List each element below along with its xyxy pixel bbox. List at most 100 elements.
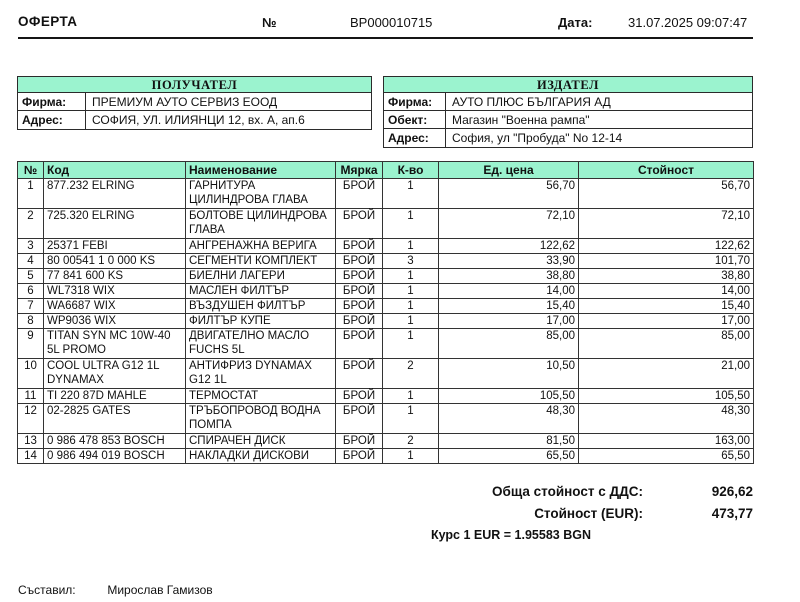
issuer-address-label: Адрес: — [384, 129, 446, 147]
cell-total: 21,00 — [578, 358, 754, 389]
cell-price: 33,90 — [438, 253, 579, 269]
cell-total: 14,00 — [578, 283, 754, 299]
recipient-company-row: Фирма: ПРЕМИУМ АУТО СЕРВИЗ ЕООД — [18, 93, 371, 111]
cell-no: 14 — [17, 448, 44, 464]
document-date-value: 31.07.2025 09:07:47 — [628, 15, 748, 30]
issuer-site-label: Обект: — [384, 111, 446, 128]
issuer-box: ИЗДАТЕЛ Фирма: АУТО ПЛЮС БЪЛГАРИЯ АД Обе… — [383, 76, 753, 148]
cell-total: 38,80 — [578, 268, 754, 284]
cell-unit: БРОЙ — [335, 448, 383, 464]
cell-name: АНГРЕНАЖНА ВЕРИГА — [185, 238, 336, 254]
cell-no: 8 — [17, 313, 44, 329]
items-table-body: 1 877.232 ELRING ГАРНИТУРА ЦИЛИНДРОВА ГЛАВ… — [17, 178, 754, 464]
cell-price: 15,40 — [438, 298, 579, 314]
cell-price: 48,30 — [438, 403, 579, 434]
cell-qty: 1 — [382, 448, 439, 464]
table-row: 8 WP9036 WIX ФИЛТЪР КУПЕ БРОЙ 1 17,00 17,00 — [17, 313, 754, 329]
cell-no: 6 — [17, 283, 44, 299]
cell-no: 12 — [17, 403, 44, 434]
cell-total: 101,70 — [578, 253, 754, 269]
table-row: 9 TITAN SYN MC 10W-40 5L PROMO ДВИГАТЕЛНО … — [17, 328, 754, 359]
issuer-company-value: АУТО ПЛЮС БЪЛГАРИЯ АД — [452, 95, 611, 109]
table-row: 11 TI 220 87D MAHLE ТЕРМОСТАТ БРОЙ 1 105,50 10… — [17, 388, 754, 404]
issuer-site-value: Магазин "Военна рампа" — [452, 113, 590, 127]
cell-unit: БРОЙ — [335, 403, 383, 434]
cell-code: COOL ULTRA G12 1L DYNAMAX — [43, 358, 186, 389]
document-date-label: Дата: — [558, 15, 593, 30]
cell-no: 13 — [17, 433, 44, 449]
items-table-container: № Код Наименование Мярка К-во Ед. цена С… — [17, 161, 754, 464]
col-header-total: Стойност — [578, 161, 754, 179]
issuer-company-row: Фирма: АУТО ПЛЮС БЪЛГАРИЯ АД — [384, 93, 752, 111]
table-row: 10 COOL ULTRA G12 1L DYNAMAX АНТИФРИЗ DYNA… — [17, 358, 754, 389]
cell-unit: БРОЙ — [335, 298, 383, 314]
cell-code: 25371 FEBI — [43, 238, 186, 254]
recipient-address-value: СОФИЯ, УЛ. ИЛИЯНЦИ 12, вх. А, ап.6 — [92, 113, 305, 127]
recipient-company-value: ПРЕМИУМ АУТО СЕРВИЗ ЕООД — [92, 95, 278, 109]
cell-qty: 1 — [382, 403, 439, 434]
cell-no: 7 — [17, 298, 44, 314]
cell-code: WP9036 WIX — [43, 313, 186, 329]
cell-total: 72,10 — [578, 208, 754, 239]
cell-unit: БРОЙ — [335, 358, 383, 389]
document-number-value: BP000010715 — [350, 15, 433, 30]
col-header-code: Код — [43, 161, 186, 179]
cell-total: 163,00 — [578, 433, 754, 449]
table-row: 5 77 841 600 KS БИЕЛНИ ЛАГЕРИ БРОЙ 1 38,80 38,… — [17, 268, 754, 284]
cell-name: ДВИГАТЕЛНО МАСЛО FUCHS 5L — [185, 328, 336, 359]
cell-price: 72,10 — [438, 208, 579, 239]
col-header-no: № — [17, 161, 44, 179]
total-gross-row: Обща стойност с ДДС: 926,62 — [333, 484, 753, 499]
total-eur-label: Стойност (EUR): — [534, 506, 643, 521]
cell-price: 65,50 — [438, 448, 579, 464]
cell-name: СЕГМЕНТИ КОМПЛЕКТ — [185, 253, 336, 269]
cell-code: 77 841 600 KS — [43, 268, 186, 284]
cell-code: 725.320 ELRING — [43, 208, 186, 239]
table-row: 1 877.232 ELRING ГАРНИТУРА ЦИЛИНДРОВА ГЛАВ… — [17, 178, 754, 209]
cell-price: 14,00 — [438, 283, 579, 299]
issuer-title: ИЗДАТЕЛ — [384, 77, 752, 93]
cell-qty: 1 — [382, 283, 439, 299]
cell-code: TI 220 87D MAHLE — [43, 388, 186, 404]
cell-qty: 1 — [382, 388, 439, 404]
cell-total: 15,40 — [578, 298, 754, 314]
cell-unit: БРОЙ — [335, 253, 383, 269]
cell-code: 0 986 478 853 BOSCH — [43, 433, 186, 449]
cell-price: 10,50 — [438, 358, 579, 389]
cell-no: 1 — [17, 178, 44, 209]
cell-name: ТЕРМОСТАТ — [185, 388, 336, 404]
cell-total: 105,50 — [578, 388, 754, 404]
cell-code: WL7318 WIX — [43, 283, 186, 299]
cell-name: БИЕЛНИ ЛАГЕРИ — [185, 268, 336, 284]
cell-total: 65,50 — [578, 448, 754, 464]
cell-no: 2 — [17, 208, 44, 239]
cell-no: 10 — [17, 358, 44, 389]
cell-qty: 1 — [382, 208, 439, 239]
cell-code: 877.232 ELRING — [43, 178, 186, 209]
cell-price: 122,62 — [438, 238, 579, 254]
cell-price: 56,70 — [438, 178, 579, 209]
cell-total: 48,30 — [578, 403, 754, 434]
cell-code: 02-2825 GATES — [43, 403, 186, 434]
recipient-address-row: Адрес: СОФИЯ, УЛ. ИЛИЯНЦИ 12, вх. А, ап.… — [18, 111, 371, 129]
cell-qty: 1 — [382, 178, 439, 209]
total-gross-label: Обща стойност с ДДС: — [492, 484, 643, 499]
cell-unit: БРОЙ — [335, 388, 383, 404]
table-row: 4 80 00541 1 0 000 KS СЕГМЕНТИ КОМПЛЕКТ БРО… — [17, 253, 754, 269]
items-table-header: № Код Наименование Мярка К-во Ед. цена С… — [17, 161, 754, 179]
cell-price: 38,80 — [438, 268, 579, 284]
cell-total: 85,00 — [578, 328, 754, 359]
cell-name: АНТИФРИЗ DYNAMAX G12 1L — [185, 358, 336, 389]
cell-price: 85,00 — [438, 328, 579, 359]
cell-total: 17,00 — [578, 313, 754, 329]
table-row: 13 0 986 478 853 BOSCH СПИРАЧЕН ДИСК БРОЙ 2 8… — [17, 433, 754, 449]
cell-name: БОЛТОВЕ ЦИЛИНДРОВА ГЛАВА — [185, 208, 336, 239]
col-header-name: Наименование — [185, 161, 336, 179]
document-title-bar: ОФЕРТА № BP000010715 Дата: 31.07.2025 09… — [18, 13, 753, 39]
total-eur-value: 473,77 — [711, 506, 753, 521]
issuer-company-label: Фирма: — [384, 93, 446, 110]
col-header-unit: Мярка — [335, 161, 383, 179]
cell-price: 17,00 — [438, 313, 579, 329]
cell-name: МАСЛЕН ФИЛТЪР — [185, 283, 336, 299]
recipient-company-label: Фирма: — [18, 93, 86, 110]
